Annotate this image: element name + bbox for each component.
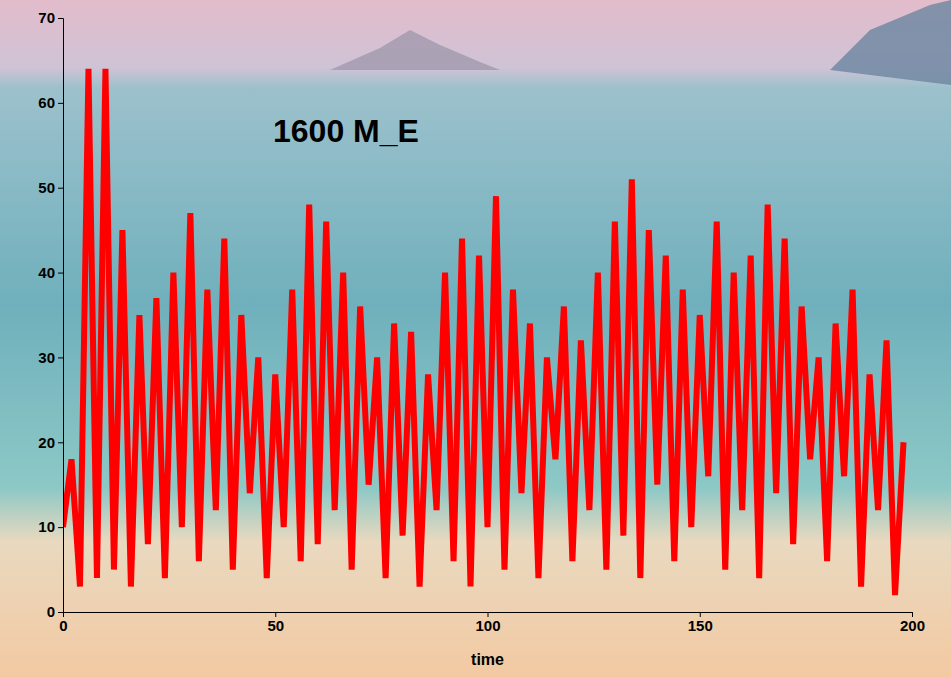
tick: 70 <box>38 9 63 26</box>
x-axis-title: time <box>471 651 504 668</box>
tick: 30 <box>38 349 63 366</box>
island <box>330 30 500 70</box>
tick-mark <box>58 357 63 358</box>
tick: 40 <box>38 264 63 281</box>
tick-label: 200 <box>900 617 925 634</box>
tick: 60 <box>38 94 63 111</box>
tick: 50 <box>267 612 284 634</box>
tick: 100 <box>475 612 500 634</box>
title: 1600 M_E <box>273 113 419 149</box>
tick: 50 <box>38 179 63 196</box>
background <box>0 0 951 677</box>
tick-label: 40 <box>38 264 55 281</box>
plot-area <box>63 69 904 595</box>
tick-label: 0 <box>47 603 55 620</box>
tick-label: 10 <box>38 518 55 535</box>
tick-mark <box>58 18 63 19</box>
tick: 150 <box>688 612 713 634</box>
tick-label: 30 <box>38 349 55 366</box>
tick-label: 60 <box>38 94 55 111</box>
tick-mark <box>58 188 63 189</box>
tick-label: 150 <box>688 617 713 634</box>
tick-mark <box>58 103 63 104</box>
headland <box>830 0 951 85</box>
series-line <box>63 69 904 595</box>
x-axis: 0 50 100 150 200 <box>59 612 925 634</box>
tick-mark <box>58 273 63 274</box>
tick-label: 20 <box>38 434 55 451</box>
y-axis: 0 10 20 30 40 50 60 70 <box>38 9 63 620</box>
tick: 200 <box>900 612 925 634</box>
tick: 20 <box>38 434 63 451</box>
tick-mark <box>58 442 63 443</box>
tick-label: 70 <box>38 9 55 26</box>
tick: 0 <box>59 612 67 634</box>
chart: 0 50 100 150 200 0 10 20 30 40 50 60 70 time 1600 M_E <box>0 0 951 677</box>
tick-mark <box>58 527 63 528</box>
tick-label: 50 <box>38 179 55 196</box>
tick: 0 <box>47 603 63 620</box>
tick: 10 <box>38 518 63 535</box>
tick-label: 100 <box>475 617 500 634</box>
axis-line <box>58 19 64 613</box>
tick-label: 0 <box>59 617 67 634</box>
tick-label: 50 <box>267 617 284 634</box>
tick-mark <box>58 612 63 613</box>
